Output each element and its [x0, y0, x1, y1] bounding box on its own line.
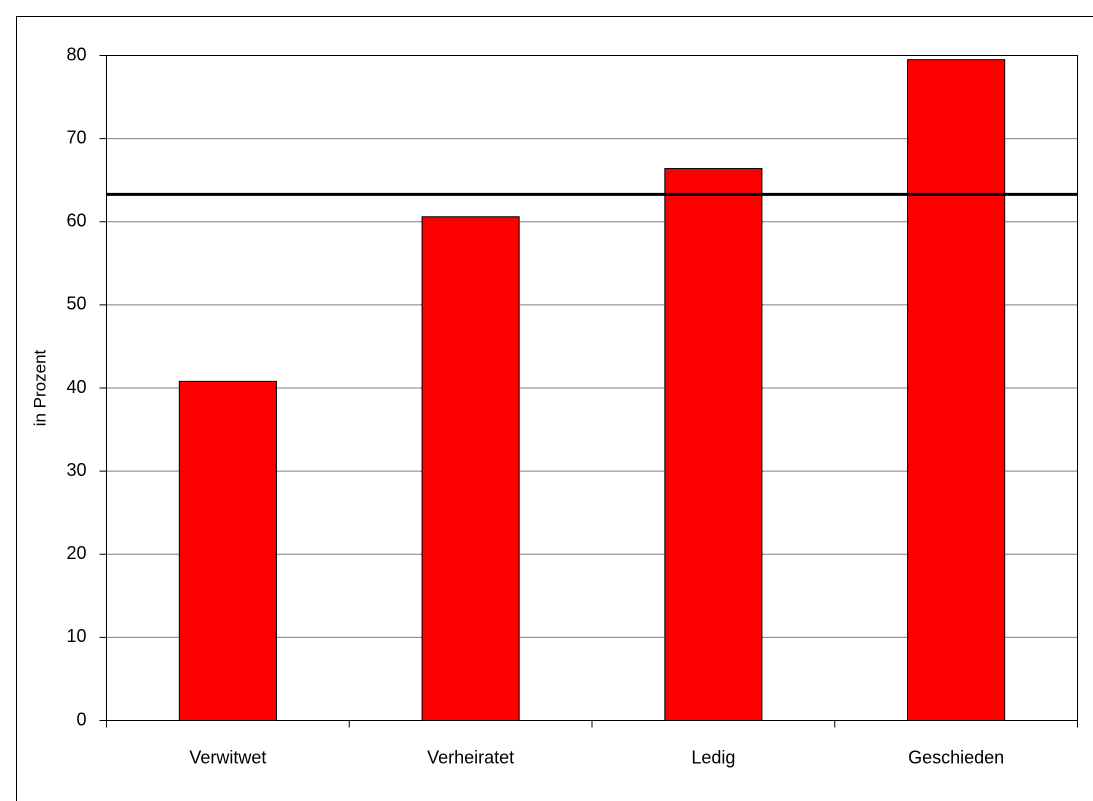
x-tick-label: Verheiratet — [427, 747, 514, 767]
bar — [421, 216, 520, 721]
y-tick-label: 60 — [66, 211, 86, 231]
y-tick-label: 0 — [76, 709, 86, 729]
bar — [664, 168, 763, 722]
x-tick-label: Geschieden — [908, 747, 1004, 767]
y-tick-label: 10 — [66, 626, 86, 646]
y-tick-label: 30 — [66, 460, 86, 480]
y-tick-label: 70 — [66, 127, 86, 147]
y-tick-label: 50 — [66, 294, 86, 314]
x-tick-label: Ledig — [691, 747, 735, 767]
bar — [178, 380, 277, 721]
x-tick-label: Verwitwet — [189, 747, 266, 767]
y-tick-label: 80 — [66, 44, 86, 64]
bar — [907, 59, 1006, 721]
y-axis-label: in Prozent — [30, 349, 49, 426]
y-tick-label: 20 — [66, 543, 86, 563]
y-tick-label: 40 — [66, 377, 86, 397]
